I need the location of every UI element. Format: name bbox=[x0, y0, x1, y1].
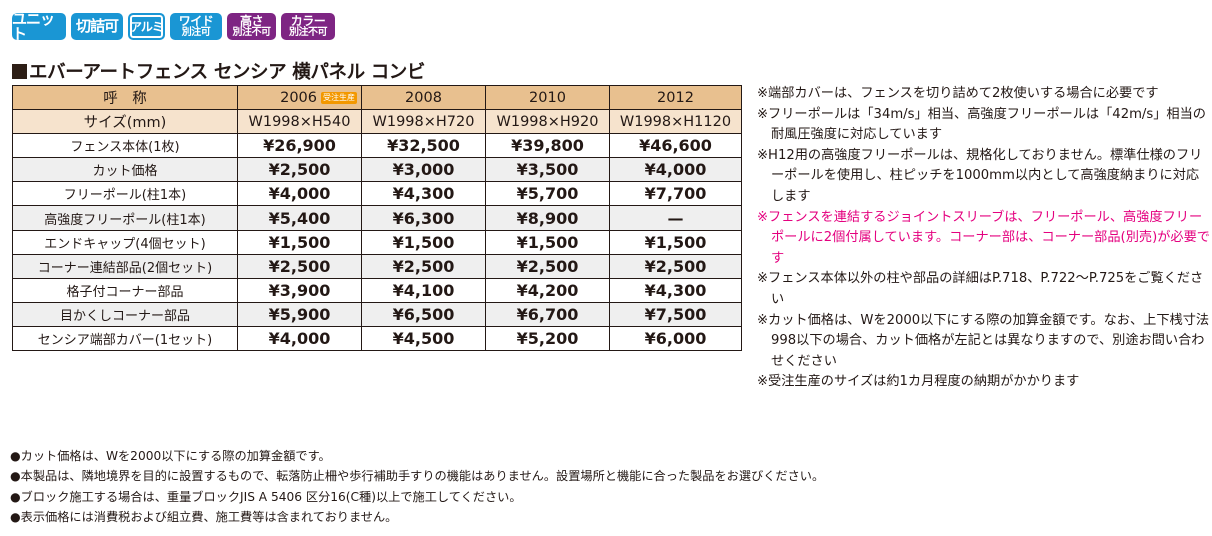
footer-note: ●本製品は、隣地境界を目的に設置するもので、転落防止柵や歩行補助手すりの機能はあ… bbox=[10, 469, 825, 484]
row-label: フェンス本体(1枚) bbox=[12, 133, 238, 159]
price-cell: ¥7,700 bbox=[609, 181, 742, 207]
badge-wide-custom-ok: ワイド 別注可 bbox=[170, 13, 222, 40]
header-label: 呼 称 bbox=[12, 84, 238, 111]
note-joint-sleeve: ※フェンスを連結するジョイントスリーブは、フリーポール、高強度フリーポールに2個… bbox=[757, 209, 1210, 266]
feature-badges: ユニット 切詰可 アルミ ワイド 別注可 高さ 別注不可 カラー 別注不可 bbox=[12, 11, 335, 41]
row-label: エンドキャップ(4個セット) bbox=[12, 229, 238, 255]
square-bullet-icon bbox=[12, 64, 27, 79]
price-cell: ¥4,000 bbox=[237, 325, 362, 352]
price-cell: ¥2,500 bbox=[485, 253, 610, 279]
column-header-2010: 2010 bbox=[485, 84, 610, 111]
table-row: センシア端部カバー(1セット) ¥4,000 ¥4,500 ¥5,200 ¥6,… bbox=[12, 325, 742, 352]
size-cell: W1998×H720 bbox=[361, 109, 486, 135]
table-row: 高強度フリーポール(柱1本) ¥5,400 ¥6,300 ¥8,900 — bbox=[12, 205, 742, 231]
row-label: コーナー連結部品(2個セット) bbox=[12, 253, 238, 279]
price-cell: ¥2,500 bbox=[237, 157, 362, 183]
price-table: 呼 称 2006 受注生産 2008 2010 2012 サイズ(mm) W199… bbox=[12, 84, 742, 352]
price-cell: ¥3,900 bbox=[237, 277, 362, 303]
footer-note: ●表示価格には消費税および組立費、施工費等は含まれておりません。 bbox=[10, 510, 398, 525]
size-cell: W1998×H1120 bbox=[609, 109, 742, 135]
side-notes: ※端部カバーは、フェンスを切り詰めて2枚使いする場合に必要です ※フリーポールは… bbox=[757, 84, 1212, 393]
badge-height-custom-no: 高さ 別注不可 bbox=[227, 13, 276, 40]
size-label: サイズ(mm) bbox=[12, 109, 238, 135]
row-label: 格子付コーナー部品 bbox=[12, 277, 238, 303]
table-row: コーナー連結部品(2個セット) ¥2,500 ¥2,500 ¥2,500 ¥2,… bbox=[12, 253, 742, 279]
note-cut-price: ※カット価格は、Wを2000以下にする際の加算金額です。なお、上下桟寸法998以… bbox=[757, 312, 1210, 369]
price-cell: ¥5,200 bbox=[485, 325, 610, 352]
row-label: 高強度フリーポール(柱1本) bbox=[12, 205, 238, 231]
size-cell: W1998×H920 bbox=[485, 109, 610, 135]
column-header-2008: 2008 bbox=[361, 84, 486, 111]
table-row: フェンス本体(1枚) ¥26,900 ¥32,500 ¥39,800 ¥46,6… bbox=[12, 133, 742, 159]
price-cell: ¥6,300 bbox=[361, 205, 486, 231]
price-cell: ¥1,500 bbox=[609, 229, 742, 255]
table-row: フリーポール(柱1本) ¥4,000 ¥4,300 ¥5,700 ¥7,700 bbox=[12, 181, 742, 207]
badge-unit: ユニット bbox=[12, 11, 66, 41]
table-header-row: 呼 称 2006 受注生産 2008 2010 2012 bbox=[12, 84, 742, 111]
price-cell: ¥5,700 bbox=[485, 181, 610, 207]
footer-note: ●ブロック施工する場合は、重量ブロックJIS A 5406 区分16(C種)以上… bbox=[10, 489, 522, 504]
price-cell: ¥5,900 bbox=[237, 301, 362, 327]
price-cell: ¥6,700 bbox=[485, 301, 610, 327]
note-end-cover: ※端部カバーは、フェンスを切り詰めて2枚使いする場合に必要です bbox=[757, 86, 1159, 101]
price-cell: ¥3,500 bbox=[485, 157, 610, 183]
note-made-to-order: ※受注生産のサイズは約1カ月程度の納期がかかります bbox=[757, 374, 1080, 390]
row-label: 目かくしコーナー部品 bbox=[12, 301, 238, 327]
size-cell: W1998×H540 bbox=[237, 109, 362, 135]
row-label: カット価格 bbox=[12, 157, 238, 183]
note-page-reference: ※フェンス本体以外の柱や部品の詳細はP.718、P.722～P.725をご覧くだ… bbox=[757, 271, 1204, 307]
table-row: 目かくしコーナー部品 ¥5,900 ¥6,500 ¥6,700 ¥7,500 bbox=[12, 301, 742, 327]
made-to-order-badge: 受注生産 bbox=[321, 91, 357, 104]
price-cell: ¥5,400 bbox=[237, 205, 362, 231]
product-title: エバーアートフェンス センシア 横パネル コンビ bbox=[12, 58, 425, 84]
price-cell: ¥4,000 bbox=[237, 181, 362, 207]
price-cell: ¥4,300 bbox=[609, 277, 742, 303]
price-cell: ¥46,600 bbox=[609, 133, 742, 159]
price-cell: ¥32,500 bbox=[361, 133, 486, 159]
table-row: 格子付コーナー部品 ¥3,900 ¥4,100 ¥4,200 ¥4,300 bbox=[12, 277, 742, 303]
row-label: フリーポール(柱1本) bbox=[12, 181, 238, 207]
footer-note: ●カット価格は、Wを2000以下にする際の加算金額です。 bbox=[10, 449, 331, 463]
price-cell: ¥3,000 bbox=[361, 157, 486, 183]
price-cell: ¥2,500 bbox=[361, 253, 486, 279]
note-h12-pole: ※H12用の高強度フリーポールは、規格化しておりません。標準仕様のフリーポールを… bbox=[757, 147, 1203, 204]
size-row: サイズ(mm) W1998×H540 W1998×H720 W1998×H920… bbox=[12, 109, 742, 135]
badge-aluminum: アルミ bbox=[128, 13, 165, 40]
price-cell: ¥39,800 bbox=[485, 133, 610, 159]
footer-notes: ●カット価格は、Wを2000以下にする際の加算金額です。 ●本製品は、隣地境界を… bbox=[10, 446, 824, 528]
table-row: カット価格 ¥2,500 ¥3,000 ¥3,500 ¥4,000 bbox=[12, 157, 742, 183]
price-cell: ¥8,900 bbox=[485, 205, 610, 231]
price-cell: ¥1,500 bbox=[237, 229, 362, 255]
note-wind-pressure: ※フリーポールは「34m/s」相当、高強度フリーポールは「42m/s」相当の耐風… bbox=[757, 106, 1206, 143]
price-cell: ¥1,500 bbox=[361, 229, 486, 255]
badge-color-custom-no: カラー 別注不可 bbox=[281, 13, 335, 40]
table-row: エンドキャップ(4個セット) ¥1,500 ¥1,500 ¥1,500 ¥1,5… bbox=[12, 229, 742, 255]
price-cell: ¥4,200 bbox=[485, 277, 610, 303]
column-header-2012: 2012 bbox=[609, 84, 742, 111]
price-cell: ¥2,500 bbox=[609, 253, 742, 279]
badge-cuttable: 切詰可 bbox=[71, 13, 123, 40]
column-header-2006: 2006 受注生産 bbox=[237, 84, 362, 111]
price-cell: ¥1,500 bbox=[485, 229, 610, 255]
price-cell: ¥4,500 bbox=[361, 325, 486, 352]
price-cell: ¥4,000 bbox=[609, 157, 742, 183]
price-cell: ¥7,500 bbox=[609, 301, 742, 327]
price-cell: ¥4,100 bbox=[361, 277, 486, 303]
price-cell: ¥6,000 bbox=[609, 325, 742, 352]
price-cell: ¥6,500 bbox=[361, 301, 486, 327]
price-cell: ¥2,500 bbox=[237, 253, 362, 279]
price-cell: ¥4,300 bbox=[361, 181, 486, 207]
price-cell: — bbox=[609, 205, 742, 231]
price-cell: ¥26,900 bbox=[237, 133, 362, 159]
row-label: センシア端部カバー(1セット) bbox=[12, 325, 238, 352]
